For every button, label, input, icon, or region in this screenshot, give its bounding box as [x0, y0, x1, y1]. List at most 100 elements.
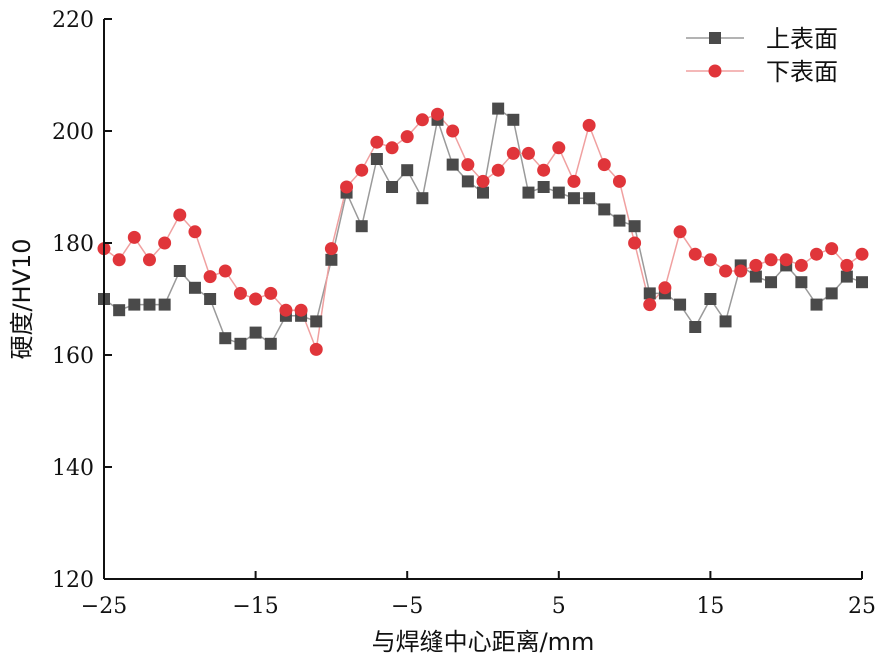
point-lower — [552, 141, 566, 155]
point-lower — [158, 236, 172, 250]
point-lower — [567, 174, 581, 188]
legend-label-upper: 上表面 — [766, 25, 838, 53]
legend: 上表面 下表面 — [686, 25, 838, 86]
point-upper — [355, 220, 368, 233]
point-upper — [598, 203, 611, 216]
point-lower — [188, 225, 202, 239]
point-upper — [689, 321, 702, 333]
point-lower — [688, 247, 702, 261]
point-upper — [643, 287, 656, 300]
point-lower — [491, 163, 505, 177]
y-tick-label: 140 — [52, 456, 94, 481]
point-lower — [264, 286, 278, 300]
point-lower — [203, 270, 217, 284]
point-lower — [734, 264, 748, 278]
point-lower — [309, 342, 323, 356]
point-lower — [112, 253, 126, 267]
point-lower — [643, 298, 657, 312]
point-upper — [552, 186, 565, 199]
point-upper — [188, 281, 201, 294]
point-upper — [370, 153, 383, 165]
point-upper — [507, 113, 520, 126]
legend-marker-upper — [709, 32, 721, 44]
y-tick-label: 120 — [52, 568, 94, 593]
point-lower — [173, 208, 187, 222]
point-upper — [128, 298, 141, 311]
point-lower — [340, 180, 354, 194]
x-tick-label: 5 — [552, 594, 566, 619]
point-upper — [477, 186, 489, 199]
point-lower — [400, 130, 414, 144]
point-upper — [613, 214, 626, 227]
point-lower — [415, 113, 429, 127]
point-lower — [703, 253, 717, 267]
ticks-layer: −25 −15 −5 5 15 25 120 140 160 180 200 220 — [52, 8, 876, 619]
point-upper — [492, 102, 505, 115]
point-upper — [234, 337, 247, 350]
point-lower — [355, 163, 369, 177]
series-layer — [97, 102, 869, 356]
point-upper — [401, 164, 414, 177]
point-upper — [583, 192, 596, 205]
point-lower — [218, 264, 232, 278]
x-tick-label: 15 — [696, 594, 724, 619]
legend-marker-lower — [708, 64, 722, 78]
point-upper — [522, 186, 535, 199]
point-upper — [810, 298, 823, 311]
y-tick-label: 200 — [52, 120, 94, 145]
point-upper — [158, 298, 171, 311]
point-upper — [567, 192, 580, 205]
point-upper — [446, 158, 459, 171]
point-upper — [749, 270, 762, 283]
point-upper — [704, 293, 717, 305]
x-tick-label: −5 — [391, 594, 423, 619]
point-upper — [143, 298, 156, 311]
point-lower — [673, 225, 687, 239]
point-upper — [628, 220, 641, 233]
x-tick-label: 25 — [848, 594, 876, 619]
point-upper — [310, 315, 323, 328]
y-tick-label: 180 — [52, 232, 94, 257]
x-tick-label: −25 — [81, 594, 127, 619]
point-upper — [386, 181, 399, 193]
legend-label-lower: 下表面 — [766, 58, 838, 86]
point-lower — [749, 258, 763, 272]
point-lower — [521, 146, 535, 160]
point-lower — [142, 253, 156, 267]
series-line-upper — [103, 107, 863, 345]
point-lower — [719, 264, 733, 278]
point-upper — [204, 293, 217, 305]
point-upper — [840, 270, 853, 283]
point-lower — [233, 286, 247, 300]
point-upper — [537, 181, 550, 193]
legend-item-lower: 下表面 — [686, 58, 838, 86]
point-lower — [612, 174, 626, 188]
point-lower — [764, 253, 778, 267]
point-lower — [855, 247, 869, 261]
point-lower — [840, 258, 854, 272]
point-lower — [294, 303, 308, 317]
point-upper — [264, 337, 277, 350]
point-lower — [582, 118, 596, 132]
point-lower — [385, 141, 399, 155]
point-upper — [325, 253, 338, 266]
point-upper — [795, 276, 808, 289]
point-lower — [279, 303, 293, 317]
point-upper — [674, 298, 687, 311]
point-lower — [431, 107, 445, 121]
point-upper — [765, 276, 778, 289]
point-lower — [537, 163, 551, 177]
point-lower — [461, 158, 475, 172]
y-axis-title: 硬度/HV10 — [8, 238, 36, 359]
x-tick-label: −15 — [232, 594, 278, 619]
point-lower — [446, 124, 460, 138]
point-upper — [249, 326, 262, 339]
point-lower — [324, 242, 338, 256]
series-line-lower — [103, 113, 863, 353]
y-tick-label: 220 — [52, 8, 94, 33]
point-lower — [597, 158, 611, 172]
point-lower — [249, 292, 263, 306]
point-lower — [658, 281, 672, 295]
